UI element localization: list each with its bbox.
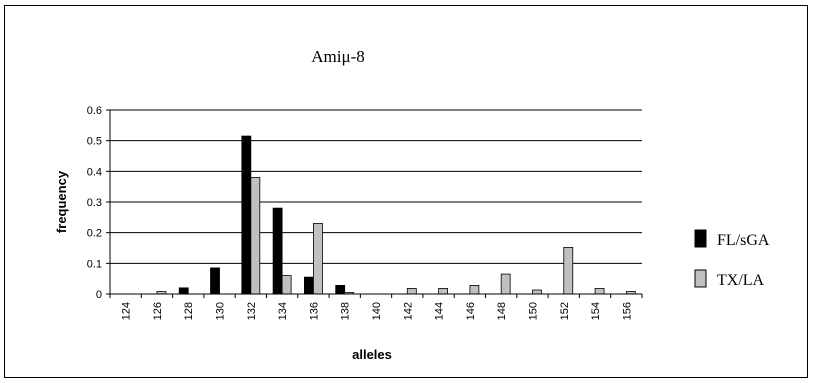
x-tick-label: 140 — [371, 302, 383, 320]
x-tick-label: 152 — [559, 302, 571, 320]
legend-label: TX/LA — [717, 272, 765, 289]
gridlines — [110, 109, 642, 264]
y-tick-label: 0.4 — [87, 166, 102, 178]
x-tick-label: 124 — [121, 302, 133, 320]
legend: FL/sGA TX/LA — [694, 229, 770, 289]
x-tick-label: 134 — [277, 302, 289, 320]
bar-fl-sga — [178, 287, 189, 295]
x-tick-label: 130 — [215, 302, 227, 320]
y-tick-label: 0.6 — [87, 105, 102, 117]
y-tick-label: 0 — [96, 289, 102, 301]
bar-fl-sga — [304, 276, 314, 295]
bar-fl-sga — [210, 267, 220, 295]
y-tick-label: 0.5 — [87, 136, 102, 148]
chart-frame — [4, 5, 808, 378]
bar-tx-la — [406, 288, 417, 295]
bar-tx-la — [532, 289, 542, 295]
bar-tx-la — [313, 223, 323, 295]
legend-swatch — [694, 229, 707, 248]
x-tick-label: 132 — [246, 302, 258, 320]
x-tick-label: 154 — [590, 302, 602, 320]
bar-fl-sga — [335, 285, 346, 295]
bar-tx-la — [500, 273, 511, 295]
chart-title: Amiμ-8 — [311, 47, 365, 66]
bar-tx-la — [281, 275, 292, 295]
x-tick-label: 138 — [340, 302, 352, 320]
x-tick-label: 144 — [434, 302, 446, 320]
bars — [156, 135, 636, 295]
bar-tx-la — [594, 288, 605, 295]
x-tick-label: 136 — [308, 302, 320, 320]
y-axis-label: frequency — [54, 170, 69, 233]
bar-fl-sga — [241, 135, 252, 295]
y-tick-label: 0.3 — [87, 197, 102, 209]
bar-tx-la — [438, 288, 448, 295]
bar-tx-la — [250, 177, 261, 295]
x-axis-label: alleles — [352, 347, 392, 362]
x-tick-label: 142 — [402, 302, 414, 320]
y-tick-labels: 0 0.1 0.2 0.3 0.4 0.5 0.6 — [87, 105, 110, 301]
x-tick-label: 126 — [152, 302, 164, 320]
x-tick-label: 146 — [465, 302, 477, 320]
y-tick-label: 0.1 — [87, 258, 102, 270]
x-tick-label: 148 — [496, 302, 508, 320]
legend-swatch — [694, 269, 707, 288]
bar-tx-la — [469, 285, 480, 295]
x-tick-label: 156 — [621, 302, 633, 320]
y-tick-label: 0.2 — [87, 228, 102, 240]
bar-tx-la — [563, 246, 574, 295]
x-tick-label: 128 — [183, 302, 195, 320]
x-tick-labels: 124 126 128 130 132 134 136 138 140 142 144 146 148 1… — [109, 294, 643, 320]
x-tick-label: 150 — [527, 302, 539, 320]
bar-fl-sga — [272, 207, 283, 295]
legend-label: FL/sGA — [717, 232, 770, 249]
